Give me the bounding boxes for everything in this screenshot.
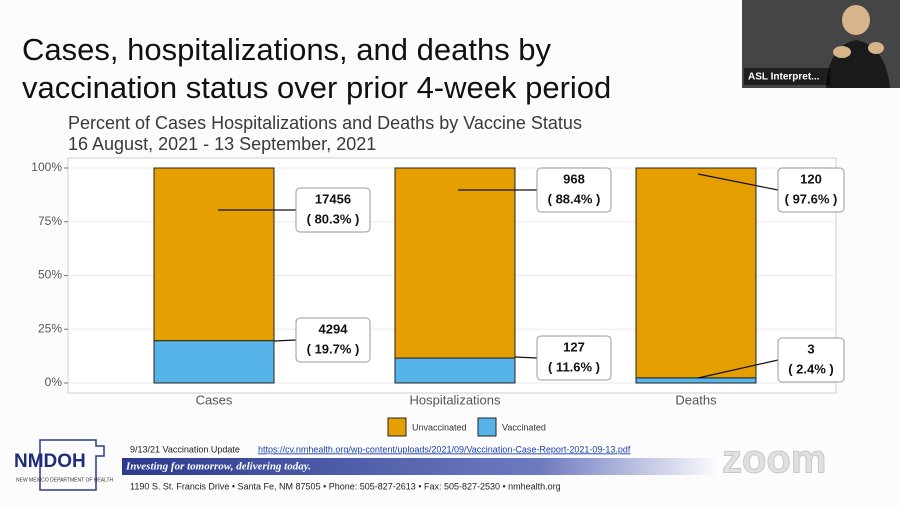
bar-segment <box>394 167 516 359</box>
bar-segment <box>635 377 757 384</box>
label-box <box>295 317 371 363</box>
label-count: 4294 <box>319 321 349 336</box>
chart-subtitle: 16 August, 2021 - 13 September, 2021 <box>68 134 376 154</box>
footer: NMDOH NEW MEXICO DEPARTMENT OF HEALTH 9/… <box>14 437 827 491</box>
x-tick-label: Deaths <box>675 392 717 407</box>
legend-swatch <box>477 417 497 437</box>
person-hand <box>868 42 884 54</box>
label-leader <box>273 339 297 342</box>
video-tile[interactable]: ASL Interpret... <box>742 0 900 88</box>
label-percent: ( 80.3% ) <box>307 211 360 226</box>
label-box <box>777 167 845 213</box>
label-count: 3 <box>807 341 814 356</box>
label-count: 17456 <box>315 191 351 206</box>
logo-outline <box>39 439 105 491</box>
y-tick-label: 25% <box>38 321 62 335</box>
label-box <box>536 335 612 381</box>
y-tick-label: 75% <box>38 214 62 228</box>
y-tick-label: 0% <box>45 375 63 389</box>
bar-segment <box>635 167 757 379</box>
label-leader <box>697 359 779 379</box>
person-head <box>842 5 870 35</box>
label-box <box>536 167 612 213</box>
bar-segment <box>153 167 275 342</box>
x-tick-label: Hospitalizations <box>409 392 501 407</box>
chart-title: Percent of Cases Hospitalizations and De… <box>68 113 582 133</box>
label-percent: ( 11.6% ) <box>548 359 600 374</box>
tagline: Investing for tomorrow, delivering today… <box>125 461 311 473</box>
label-box <box>777 337 845 383</box>
slide-title-line: vaccination status over prior 4-week per… <box>22 70 611 105</box>
y-tick-label: 100% <box>31 160 62 174</box>
logo: NMDOH <box>14 451 86 472</box>
bar-segment <box>153 340 275 384</box>
label-percent: ( 88.4% ) <box>548 191 601 206</box>
label-leader <box>514 356 538 359</box>
legend-swatch <box>387 417 407 437</box>
person-hand <box>833 46 851 58</box>
label-count: 120 <box>800 171 822 186</box>
x-tick-label: Cases <box>196 392 233 407</box>
label-percent: ( 97.6% ) <box>785 191 838 206</box>
y-tick-label: 50% <box>38 268 62 282</box>
tagline-band <box>122 458 722 475</box>
slide-title-line: Cases, hospitalizations, and deaths by <box>22 32 552 67</box>
legend-label: Unvaccinated <box>412 422 467 432</box>
label-percent: ( 2.4% ) <box>788 361 834 376</box>
label-percent: ( 19.7% ) <box>307 341 360 356</box>
update-text: 9/13/21 Vaccination Update <box>130 444 240 454</box>
label-count: 127 <box>563 339 585 354</box>
watermark: zoom <box>722 438 826 482</box>
report-link[interactable]: https://cv.nmhealth.org/wp-content/uploa… <box>258 444 631 454</box>
label-count: 968 <box>563 171 585 186</box>
bar-segment <box>394 357 516 384</box>
video-label: ASL Interpret... <box>748 72 820 83</box>
label-leader <box>697 173 779 191</box>
logo-subtitle: NEW MEXICO DEPARTMENT OF HEALTH <box>16 477 114 483</box>
plot: 0% 25% 50% 75% 100% Cases Hospitalizations Deat… <box>31 157 845 437</box>
legend-label: Vaccinated <box>502 422 546 432</box>
video-label-background <box>744 68 830 85</box>
label-box <box>295 187 371 233</box>
address: 1190 S. St. Francis Drive • Santa Fe, NM… <box>130 481 561 491</box>
